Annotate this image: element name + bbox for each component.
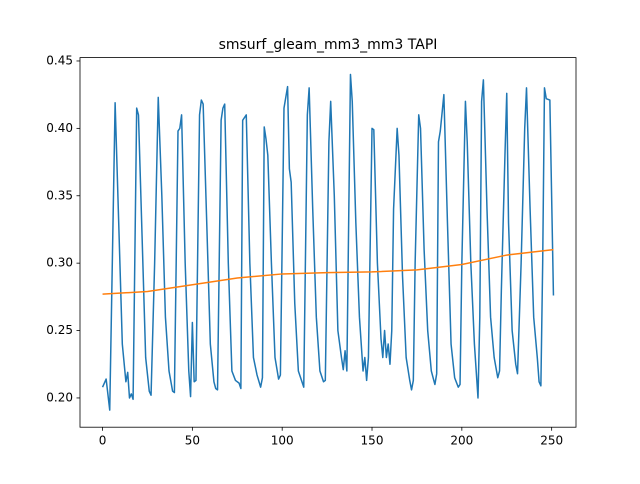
plot-frame	[79, 57, 577, 428]
data-line	[101, 73, 555, 411]
y-tick-label: 0.20	[46, 390, 73, 404]
y-tick-label: 0.40	[46, 121, 73, 135]
data-line	[102, 248, 554, 295]
x-tick-label: 50	[185, 434, 200, 448]
x-tick-label: 250	[540, 434, 563, 448]
y-tick-label: 0.25	[46, 323, 73, 337]
x-tick-label: 0	[99, 434, 107, 448]
y-tick-label: 0.45	[46, 53, 73, 67]
chart-title: smsurf_gleam_mm3_mm3 TAPI	[219, 37, 438, 53]
x-tick-label: 100	[271, 434, 294, 448]
y-tick-label: 0.35	[46, 188, 73, 202]
x-tick-label: 150	[361, 434, 384, 448]
x-tick-label: 200	[450, 434, 473, 448]
y-tick-label: 0.30	[46, 256, 73, 270]
